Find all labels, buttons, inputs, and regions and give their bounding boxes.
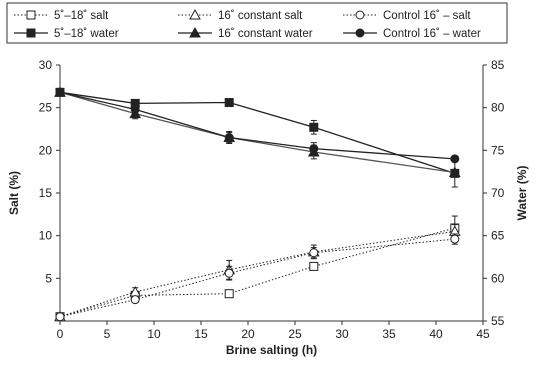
data-point [450,234,460,244]
x-tick-label: 25 [288,327,302,341]
series-2 [54,224,461,322]
legend-label: 16˚ constant water [218,28,313,40]
x-axis-title: Brine salting (h) [226,343,317,357]
legend-label: Control 16˚ – salt [383,10,471,22]
series-1 [55,87,460,188]
y-left-tick-label: 10 [39,229,53,243]
data-point [309,122,319,132]
legend-swatch-marker [26,28,36,38]
x-tick-label: 20 [241,327,255,341]
series-layer [54,86,461,322]
data-point [130,295,140,305]
data-point [55,312,65,322]
legend-item-1: 5˚–18˚ water [14,28,119,40]
data-point [224,133,234,143]
data-point [309,144,319,154]
y-axis-right-title: Water (%) [515,166,529,221]
x-tick-label: 10 [147,327,161,341]
y-right-tick-label: 60 [491,271,505,285]
x-tick-label: 15 [194,327,208,341]
data-point [309,261,319,271]
legend-item-4: Control 16˚ – salt [343,10,471,22]
y-right-tick-label: 65 [491,229,505,243]
x-tick-label: 5 [104,327,111,341]
series-line [59,238,455,318]
data-point [224,268,234,278]
y-axis-left-title: Salt (%) [7,171,21,215]
legend-item-3: 16˚ constant water [178,26,313,40]
legend-label: 16˚ constant salt [218,10,303,22]
data-point [309,248,319,258]
legend-swatch-marker [26,10,36,20]
y-right-tick-label: 55 [491,314,505,328]
legend-swatch-marker [189,8,201,20]
legend-swatch-marker [355,10,365,20]
data-point [130,104,140,114]
x-tick-label: 35 [382,327,396,341]
legend-swatch-marker [189,26,201,38]
x-tick-label: 30 [335,327,349,341]
legend-label: 5˚–18˚ salt [54,10,109,22]
data-point [224,289,234,299]
y-left-tick-label: 5 [45,271,52,285]
data-point [224,98,234,108]
series-line [59,91,456,175]
y-left-tick-label: 30 [39,58,53,72]
y-left-tick-label: 25 [39,101,53,115]
x-tick-label: 45 [476,327,490,341]
y-right-tick-label: 75 [491,143,505,157]
series-4 [55,233,460,322]
legend-label: Control 16˚ – water [383,28,481,40]
series-line [59,91,455,160]
series-0 [55,215,460,322]
y-left-tick-label: 15 [39,186,53,200]
legend-item-2: 16˚ constant salt [178,8,303,22]
y-right-tick-label: 85 [491,58,505,72]
legend-swatch-marker [355,28,365,38]
x-tick-label: 40 [429,327,443,341]
series-5 [55,87,460,164]
legend: 5˚–18˚ salt 16˚ constant salt Control 16˚ … [6,2,508,44]
data-point [448,166,461,178]
data-point [55,87,65,97]
y-right-tick-label: 80 [491,101,505,115]
legend-item-5: Control 16˚ – water [343,28,481,40]
data-point [450,154,460,164]
series-line [59,91,455,174]
legend-item-0: 5˚–18˚ salt [14,10,109,22]
axes: 0 5 10 15 20 25 30 35 40 45 5 10 15 20 25 30 55 60 65 70 75 8… [39,58,505,341]
series-line [59,230,455,318]
legend-box [6,2,508,44]
x-tick-label: 0 [57,327,64,341]
y-right-tick-label: 70 [491,186,505,200]
legend-label: 5˚–18˚ water [54,28,119,40]
y-left-tick-label: 20 [39,143,53,157]
